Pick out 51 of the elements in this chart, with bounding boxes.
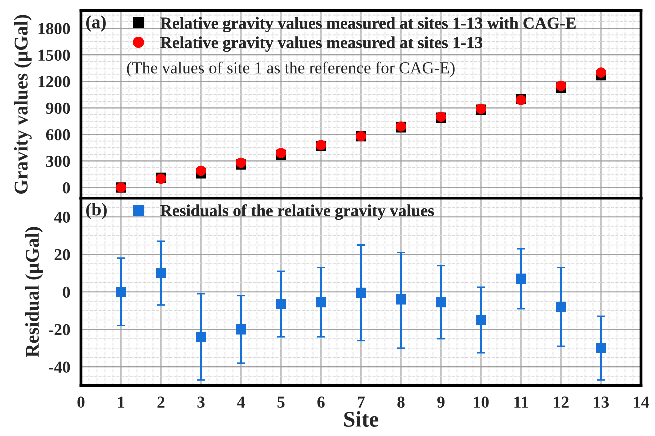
legend-label: Residuals of the relative gravity values [160, 204, 434, 220]
x-tick-label: 7 [358, 396, 365, 408]
x-tick-label: 3 [198, 396, 205, 408]
y-axis-title: Residual (μGal) [25, 227, 44, 358]
point [196, 166, 206, 176]
annotation: (a) [86, 16, 106, 32]
point [196, 332, 206, 342]
x-tick-label: 0 [78, 396, 85, 408]
x-tick-label: 11 [514, 396, 528, 408]
y-axis-title: Gravity values (μGal) [14, 15, 32, 194]
point [556, 302, 566, 312]
x-tick-label: 10 [474, 396, 489, 408]
legend-label: Relative gravity values measured at sites 1-13 [160, 36, 483, 52]
point [596, 343, 606, 354]
y-tick-label: 0 [63, 182, 70, 194]
point [316, 297, 326, 308]
x-tick-label: 14 [634, 396, 650, 408]
y-tick-label: -40 [49, 362, 70, 374]
y-tick-label: -20 [49, 324, 70, 336]
y-tick-label: 600 [46, 129, 70, 141]
point [516, 274, 526, 284]
x-tick-label: 6 [318, 396, 325, 408]
annotation: (The values of site 1 as the reference for CAG-E) [127, 62, 455, 78]
point [476, 315, 486, 326]
y-tick-label: 1500 [38, 50, 70, 62]
y-tick-label: 0 [63, 286, 70, 298]
x-tick-label: 12 [554, 396, 569, 408]
y-tick-label: 20 [54, 249, 70, 261]
point [436, 297, 446, 308]
point [236, 324, 246, 335]
legend-label: Relative gravity values measured at sites 1-13 with CAG-E [160, 17, 576, 32]
x-tick-label: 9 [438, 396, 445, 408]
y-tick-label: 1800 [38, 23, 70, 35]
point [156, 268, 166, 279]
y-tick-label: 40 [54, 212, 70, 224]
y-tick-label: 1200 [38, 76, 70, 88]
x-axis-title: Site [344, 411, 379, 428]
point [116, 286, 126, 298]
annotation: (b) [86, 203, 107, 220]
point [276, 299, 286, 310]
x-tick-label: 5 [278, 396, 285, 408]
y-tick-label: 300 [46, 156, 70, 168]
x-tick-label: 8 [398, 396, 405, 408]
point [596, 68, 606, 78]
x-tick-label: 2 [158, 396, 165, 408]
point [396, 294, 406, 305]
x-tick-label: 13 [594, 396, 610, 408]
x-tick-label: 4 [237, 396, 246, 408]
point [356, 288, 366, 298]
x-tick-label: 1 [118, 396, 125, 408]
y-tick-label: 900 [46, 102, 70, 114]
